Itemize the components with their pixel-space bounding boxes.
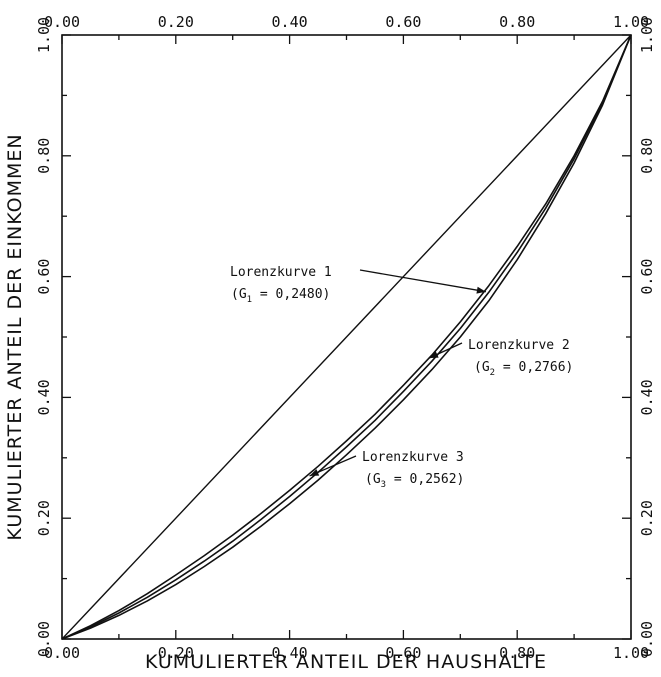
y-tick-label-left: 0.80 bbox=[35, 138, 53, 174]
x-tick-label-top: 0.80 bbox=[499, 13, 535, 31]
y-tick-label-right: 1.00 bbox=[638, 17, 656, 53]
annotations-layer: Lorenzkurve 1 (G1 = 0,2480) Lorenzkurve 2 (… bbox=[230, 265, 573, 490]
annotation-arrow-1 bbox=[359, 269, 487, 294]
y-tick-label-right: 0.60 bbox=[638, 259, 656, 295]
tick-marks bbox=[61, 34, 632, 640]
annotation-label-1: Lorenzkurve 1 bbox=[230, 265, 332, 280]
x-tick-label-top: 0.60 bbox=[385, 13, 421, 31]
lorenz-curve-2 bbox=[61, 34, 632, 640]
y-tick-label-right: 0.40 bbox=[638, 379, 656, 415]
x-tick-label-top: 1.00 bbox=[613, 13, 649, 31]
x-tick-label-bottom: 0.80 bbox=[499, 644, 535, 662]
x-tick-label-bottom: 0.40 bbox=[272, 644, 308, 662]
x-tick-label-bottom: 0.60 bbox=[385, 644, 421, 662]
annotation-label-3: Lorenzkurve 3 bbox=[362, 450, 464, 465]
x-tick-label-bottom: 0.20 bbox=[158, 644, 194, 662]
y-tick-label-right: 0.80 bbox=[638, 138, 656, 174]
annotation-arrow-2 bbox=[428, 342, 463, 359]
equality-line bbox=[61, 34, 632, 640]
y-tick-label-right: 0.20 bbox=[638, 500, 656, 536]
x-axis-label: KUMULIERTER ANTEIL DER HAUSHALTE bbox=[145, 651, 547, 673]
y-tick-label-left: 0.60 bbox=[35, 259, 53, 295]
annotation-gini-1: (G1 = 0,2480) bbox=[231, 287, 330, 305]
series-layer bbox=[61, 34, 632, 640]
x-tick-label-top: 0.20 bbox=[158, 13, 194, 31]
y-tick-label-left: 0.00 bbox=[35, 621, 53, 657]
y-axis-label: KUMULIERTER ANTEIL DER EINKOMMEN bbox=[4, 133, 26, 540]
tick-labels: 0.000.000.200.200.400.400.600.600.800.80… bbox=[35, 13, 656, 662]
annotation-label-2: Lorenzkurve 2 bbox=[468, 338, 570, 353]
annotation-gini-2: (G2 = 0,2766) bbox=[474, 360, 573, 378]
x-tick-label-top: 0.00 bbox=[44, 13, 80, 31]
y-tick-label-left: 0.40 bbox=[35, 379, 53, 415]
annotation-arrow-3 bbox=[309, 455, 357, 477]
x-tick-label-bottom: 1.00 bbox=[613, 644, 649, 662]
y-tick-label-left: 0.20 bbox=[35, 500, 53, 536]
lorenz-curve-1 bbox=[61, 34, 632, 640]
lorenz-curve-3 bbox=[61, 34, 632, 640]
annotation-gini-3: (G3 = 0,2562) bbox=[365, 472, 464, 490]
y-tick-label-left: 1.00 bbox=[35, 17, 53, 53]
x-tick-label-top: 0.40 bbox=[272, 13, 308, 31]
y-tick-label-right: 0.00 bbox=[638, 621, 656, 657]
x-tick-label-bottom: 0.00 bbox=[44, 644, 80, 662]
